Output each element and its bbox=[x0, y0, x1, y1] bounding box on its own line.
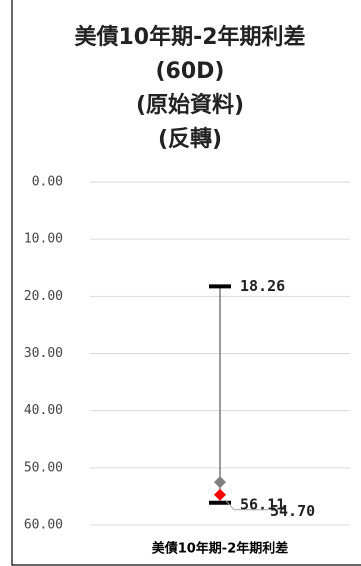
y-tick-label: 10.00 bbox=[24, 232, 63, 247]
chart-title: (反轉) bbox=[158, 126, 222, 152]
x-tick-label: 美債10年期-2年期利差 bbox=[152, 541, 289, 557]
chart-title: (原始資料) bbox=[136, 92, 244, 118]
diamond-marker bbox=[214, 476, 226, 489]
data-label: 54.70 bbox=[270, 502, 315, 520]
diamond-marker bbox=[214, 488, 226, 501]
y-tick-label: 0.00 bbox=[32, 175, 63, 190]
y-tick-label: 60.00 bbox=[24, 518, 63, 533]
data-label: 18.26 bbox=[240, 277, 285, 295]
leader-line bbox=[224, 499, 268, 511]
y-tick-label: 40.00 bbox=[24, 403, 63, 418]
chart-title: (60D) bbox=[156, 59, 225, 84]
y-tick-label: 50.00 bbox=[24, 460, 63, 475]
y-tick-label: 30.00 bbox=[24, 346, 63, 361]
data-label: 56.11 bbox=[240, 495, 285, 513]
chart-title: 美債10年期-2年期利差 bbox=[74, 24, 305, 50]
y-tick-label: 20.00 bbox=[24, 289, 63, 304]
frame bbox=[11, 0, 361, 566]
